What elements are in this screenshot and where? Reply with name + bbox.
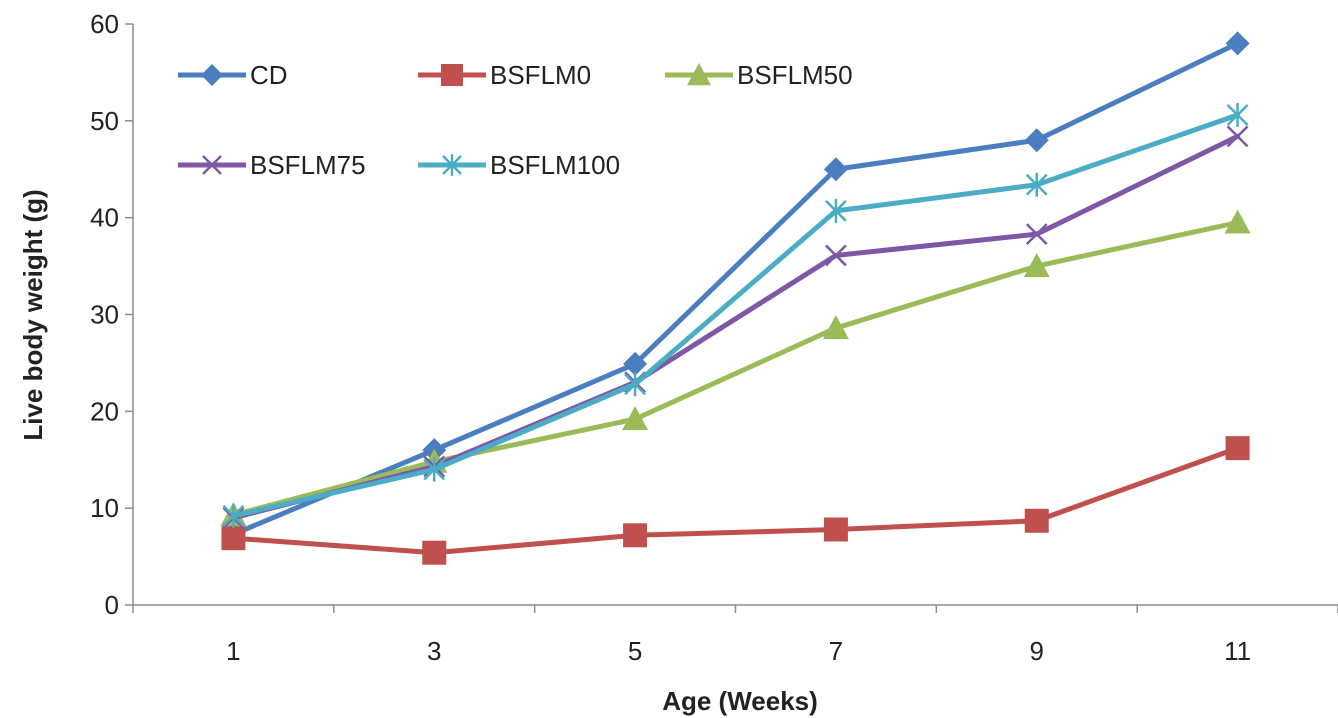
- point-x: [1226, 125, 1249, 148]
- series-line: [230, 445, 1241, 556]
- y-tick-label: 10: [90, 493, 119, 523]
- point-x: [202, 155, 222, 175]
- point-diamond: [1024, 128, 1049, 153]
- y-tick-label: 30: [90, 300, 119, 330]
- point-triangle: [1224, 209, 1251, 234]
- point-x: [1025, 223, 1048, 246]
- point-square: [623, 523, 648, 548]
- point-square: [823, 517, 848, 542]
- point-asterisk: [222, 503, 245, 528]
- point-x: [825, 244, 847, 267]
- point-diamond: [823, 157, 848, 182]
- y-axis-title: Live body weight (g): [18, 189, 48, 440]
- point-asterisk: [1025, 172, 1048, 197]
- x-tick-label: 11: [1224, 636, 1251, 666]
- point-triangle: [1023, 253, 1050, 278]
- point-x-stroke: [1226, 125, 1249, 148]
- point-triangle: [622, 406, 649, 431]
- point-diamond: [1225, 31, 1250, 56]
- series-bsflm0: [221, 436, 1250, 565]
- legend-item-bsflm0: BSFLM0: [418, 60, 591, 90]
- point-triangle: [822, 315, 849, 340]
- legend-label: BSFLM50: [737, 60, 853, 90]
- y-tick-label: 50: [90, 106, 119, 136]
- point-asterisk: [442, 154, 462, 176]
- legend-item-cd: CD: [178, 60, 288, 90]
- y-tick-label: 60: [90, 9, 119, 39]
- series-cd: [221, 31, 1250, 547]
- x-tick-label: 1: [226, 636, 240, 666]
- point-asterisk: [423, 457, 446, 482]
- point-asterisk: [825, 198, 847, 223]
- point-square: [1024, 508, 1049, 533]
- y-tick-label: 0: [105, 590, 119, 620]
- x-tick-label: 9: [1030, 636, 1044, 666]
- point-x-stroke: [825, 244, 847, 267]
- point-square: [441, 64, 463, 86]
- series-bsflm100: [222, 103, 1249, 528]
- x-tick-label: 5: [628, 636, 642, 666]
- point-x-stroke: [1025, 223, 1048, 246]
- legend-label: CD: [250, 60, 288, 90]
- x-tick-label: 7: [829, 636, 843, 666]
- series-line: [230, 220, 1241, 518]
- legend-item-bsflm50: BSFLM50: [665, 60, 853, 90]
- legend-item-bsflm100: BSFLM100: [418, 150, 620, 180]
- point-x-stroke: [202, 155, 222, 175]
- legend-label: BSFLM0: [490, 60, 591, 90]
- series-line: [230, 133, 1241, 521]
- series-line: [230, 40, 1241, 537]
- series-line: [230, 112, 1241, 519]
- x-axis-title: Age (Weeks): [662, 686, 818, 716]
- point-diamond: [623, 351, 648, 376]
- y-tick-label: 40: [90, 203, 119, 233]
- point-square: [1225, 436, 1250, 461]
- series-bsflm75: [222, 125, 1249, 529]
- legend: CD BSFLM0 BSFLM50 BSFLM75 BSFLM100: [178, 60, 853, 180]
- axes: 0 10 20 30 40 50 60 1 3 5 7 9 11: [90, 9, 1338, 666]
- series-layer: [220, 31, 1251, 565]
- legend-label: BSFLM75: [250, 150, 366, 180]
- y-tick-label: 20: [90, 396, 119, 426]
- x-tick-label: 3: [427, 636, 441, 666]
- point-square: [422, 540, 447, 565]
- point-square: [221, 526, 246, 551]
- point-asterisk: [1226, 103, 1249, 128]
- series-bsflm50: [220, 209, 1251, 526]
- legend-item-bsflm75: BSFLM75: [178, 150, 366, 180]
- point-diamond: [201, 64, 223, 86]
- legend-label: BSFLM100: [490, 150, 620, 180]
- point-asterisk: [624, 372, 646, 397]
- point-triangle: [687, 63, 711, 86]
